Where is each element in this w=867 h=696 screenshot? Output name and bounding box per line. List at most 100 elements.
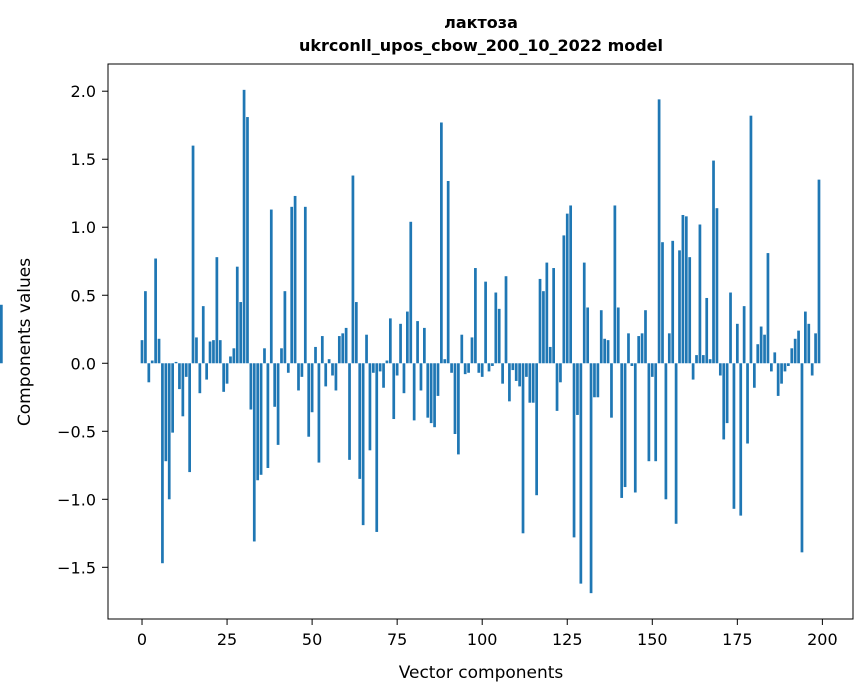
bar-0 [140, 340, 144, 364]
bar-146 [637, 336, 641, 364]
bar-116 [535, 363, 538, 496]
bars-group [0, 89, 821, 594]
bar-34 [256, 363, 260, 481]
bar-95 [463, 363, 467, 375]
bar-111 [518, 363, 521, 387]
bar-6 [161, 363, 164, 564]
bar-47 [300, 363, 304, 377]
bar-9 [171, 363, 174, 433]
bar-62 [351, 175, 355, 364]
bar-182 [759, 326, 763, 364]
bar-178 [746, 363, 749, 444]
bar-20 [208, 341, 212, 364]
bar-85 [429, 363, 433, 424]
bar-92 [453, 363, 457, 434]
bar-81 [416, 321, 419, 364]
bar-30 [242, 89, 246, 364]
bar-143 [627, 333, 630, 364]
bar-152 [657, 99, 661, 364]
bar-5 [157, 338, 161, 364]
bar-51 [314, 346, 317, 364]
bar-101 [484, 281, 487, 364]
bar-141 [620, 363, 624, 498]
bar-139 [613, 205, 617, 364]
bar-67 [368, 363, 372, 451]
x-tick-label: 75 [387, 630, 407, 649]
bar-105 [497, 308, 501, 364]
bar-11 [178, 363, 181, 390]
x-tick-label: 200 [807, 630, 838, 649]
bar-163 [695, 355, 698, 364]
bar-27 [232, 348, 236, 364]
bar-190 [787, 363, 790, 366]
bar-153 [661, 242, 664, 364]
x-tick-label: 125 [552, 630, 583, 649]
bar-132 [589, 363, 593, 594]
bar-113 [525, 363, 528, 377]
bar-64 [358, 363, 362, 479]
bar-37 [266, 363, 270, 468]
bar-99 [477, 363, 481, 373]
bar-138 [610, 363, 613, 418]
bar-24 [222, 363, 226, 392]
bar-72 [385, 360, 389, 364]
bar-168 [712, 160, 715, 364]
bar-86 [433, 363, 436, 428]
bar-33 [252, 363, 256, 542]
bar-66 [365, 334, 368, 364]
x-tick-label: 0 [137, 630, 147, 649]
bar-120 [548, 346, 552, 364]
bar-177 [742, 306, 746, 364]
bar-166 [705, 297, 709, 364]
bar-102 [487, 363, 491, 372]
bar-2 [147, 363, 151, 383]
bar-129 [579, 363, 583, 584]
bar-150 [650, 363, 654, 377]
bar-151 [654, 363, 658, 462]
y-tick-label: −0.5 [57, 422, 96, 441]
bar-144 [630, 363, 634, 366]
bar-164 [698, 224, 702, 364]
y-tick-label: 1.5 [71, 150, 96, 169]
bar-117 [538, 278, 542, 364]
bar-194 [800, 363, 804, 553]
bar-78 [406, 311, 409, 364]
bar-69 [375, 363, 379, 532]
x-axis-ticks: 0 25 50 75 100 125 150 175 200 [137, 619, 838, 649]
bar-49 [307, 363, 311, 437]
y-tick-label: 0.0 [71, 354, 96, 373]
bar-94 [460, 334, 464, 364]
bar-122 [555, 363, 559, 411]
bar-80 [412, 363, 416, 421]
x-axis-label: Vector components [399, 663, 564, 683]
y-axis-ticks: 2.0 1.5 1.0 0.5 0.0 −0.5 −1.0 −1.5 [57, 82, 108, 577]
bar-112 [521, 363, 525, 534]
bar-59 [341, 333, 345, 364]
bar-38 [269, 209, 273, 364]
bar-135 [599, 310, 603, 364]
bar-93 [457, 363, 460, 455]
bar-68 [371, 363, 375, 373]
bar-128 [576, 363, 579, 415]
bar-60 [344, 327, 348, 364]
y-axis-label: Components values [15, 258, 35, 426]
bar-36 [263, 348, 266, 364]
bar-4 [154, 258, 157, 364]
bar-119 [545, 262, 549, 364]
bar-136 [603, 338, 607, 364]
bar-91 [450, 363, 453, 373]
plot-frame [107, 63, 854, 620]
bar-100 [480, 363, 484, 377]
bar-31 [246, 117, 249, 364]
bar-12 [181, 363, 185, 417]
y-tick-label: 2.0 [71, 82, 96, 101]
bar-125 [565, 213, 569, 364]
bar-undefined [0, 304, 3, 364]
bar-52 [317, 363, 321, 463]
bar-110 [514, 363, 518, 381]
bar-15 [191, 145, 195, 364]
bar-176 [739, 363, 743, 516]
bar-157 [674, 363, 678, 524]
bar-196 [807, 323, 811, 364]
